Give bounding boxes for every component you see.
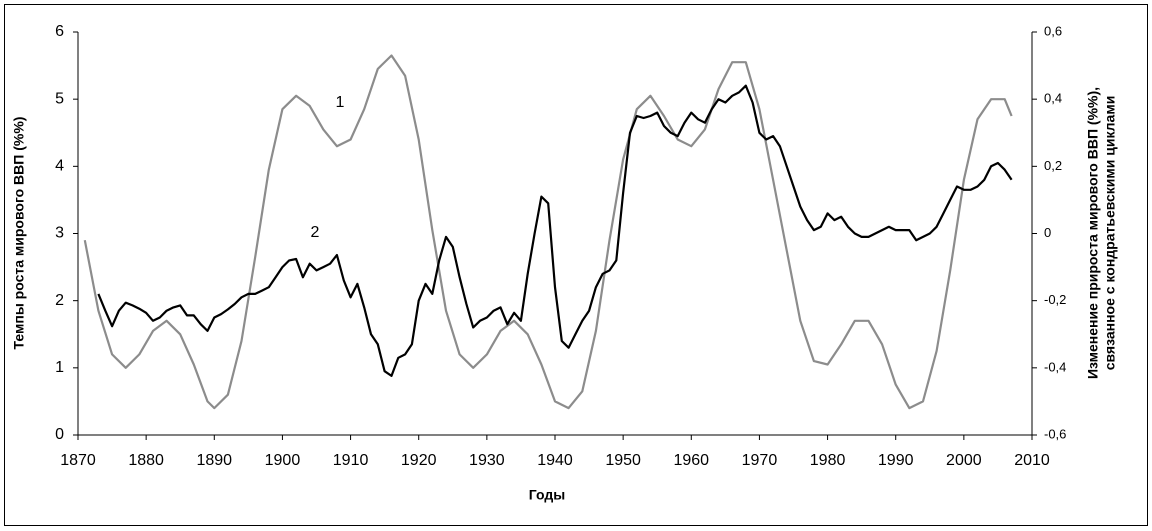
series-line	[83, 54, 1013, 410]
x-tick-label: 1900	[265, 452, 301, 469]
x-tick-label: 1960	[673, 452, 709, 469]
y-tick-label: 0	[55, 426, 64, 443]
y2-tick-label: -0,2	[1044, 292, 1066, 307]
x-tick-label: 2000	[946, 452, 982, 469]
series-label: 1	[336, 94, 345, 111]
x-tick-label: 1920	[401, 452, 437, 469]
y-tick-label: 6	[55, 23, 64, 40]
y-tick-label: 3	[55, 225, 64, 242]
x-tick-label: 1910	[333, 452, 369, 469]
x-tick-label: 1870	[60, 452, 96, 469]
y-tick-label: 2	[55, 292, 64, 309]
y-tick-label: 1	[55, 359, 64, 376]
y2-tick-label: -0,4	[1044, 359, 1066, 374]
frame	[4, 4, 1148, 526]
x-tick-label: 1880	[128, 452, 164, 469]
y2-tick-label: 0,2	[1044, 158, 1062, 173]
x-tick-label: 1890	[196, 452, 232, 469]
series-label: 2	[311, 224, 320, 241]
series-line	[97, 84, 1013, 377]
y2-tick-label: 0,6	[1044, 23, 1062, 38]
x-tick-label: 1990	[878, 452, 914, 469]
y-tick-label: 4	[55, 158, 64, 175]
y2-axis-title: Изменение прироста мирового ВВП (%%),	[1085, 87, 1101, 379]
x-tick-label: 1930	[469, 452, 505, 469]
y2-tick-label: 0	[1044, 225, 1051, 240]
x-axis-title: Годы	[529, 487, 565, 503]
y2-tick-label: -0,6	[1044, 426, 1066, 441]
y-tick-label: 5	[55, 90, 64, 107]
y2-axis-title: связанное с кондратьевскими циклами	[1102, 96, 1118, 371]
y-axis-title: Темпы роста мирового ВВП (%%)	[11, 117, 27, 350]
x-tick-label: 1970	[742, 452, 778, 469]
x-tick-label: 1940	[537, 452, 573, 469]
x-tick-label: 1950	[605, 452, 641, 469]
y2-tick-label: 0,4	[1044, 91, 1062, 106]
x-tick-label: 1980	[810, 452, 846, 469]
x-tick-label: 2010	[1014, 452, 1050, 469]
